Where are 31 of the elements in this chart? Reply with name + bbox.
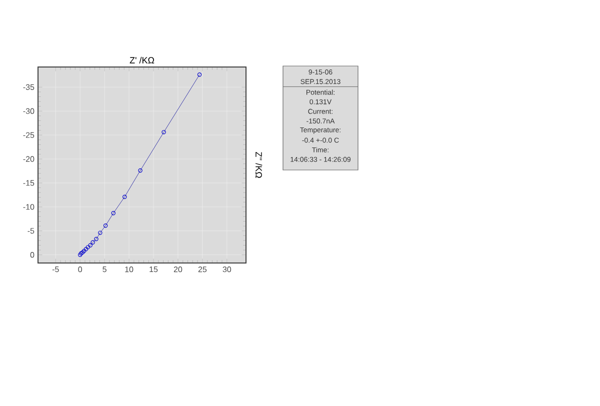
x-tick-label: 20 — [174, 266, 182, 272]
point — [86, 245, 90, 250]
y-tick-label: -35 — [23, 84, 34, 90]
point — [90, 240, 95, 244]
x-tick-label: -5 — [52, 266, 59, 272]
point — [162, 130, 166, 134]
x-tick-label: 10 — [125, 266, 134, 272]
y-tick-label: 0 — [30, 252, 34, 258]
x-tick-label: 25 — [198, 266, 207, 272]
point — [122, 194, 127, 199]
x-tick-label: 15 — [150, 266, 158, 272]
y-tick-label: -25 — [23, 132, 34, 138]
x-tick-label: 5 — [102, 266, 106, 272]
y-tick-label: -15 — [23, 180, 34, 186]
point — [84, 246, 88, 252]
point — [98, 230, 102, 235]
y-axis-title: Z'' /KΩ — [256, 152, 262, 178]
y-tick-label: -30 — [23, 108, 34, 114]
x-tick-label: 30 — [222, 266, 232, 272]
point — [111, 211, 116, 216]
point — [138, 168, 142, 173]
x-tick-label: 0 — [78, 266, 82, 272]
y-tick-label: -10 — [23, 204, 34, 210]
y-tick-label: -20 — [23, 156, 34, 162]
point — [197, 72, 202, 77]
x-axis-title: Z' /KΩ — [130, 56, 154, 64]
point — [88, 243, 92, 248]
point — [103, 224, 108, 228]
point — [94, 236, 98, 242]
y-tick-label: -5 — [28, 228, 34, 234]
point — [78, 252, 82, 257]
